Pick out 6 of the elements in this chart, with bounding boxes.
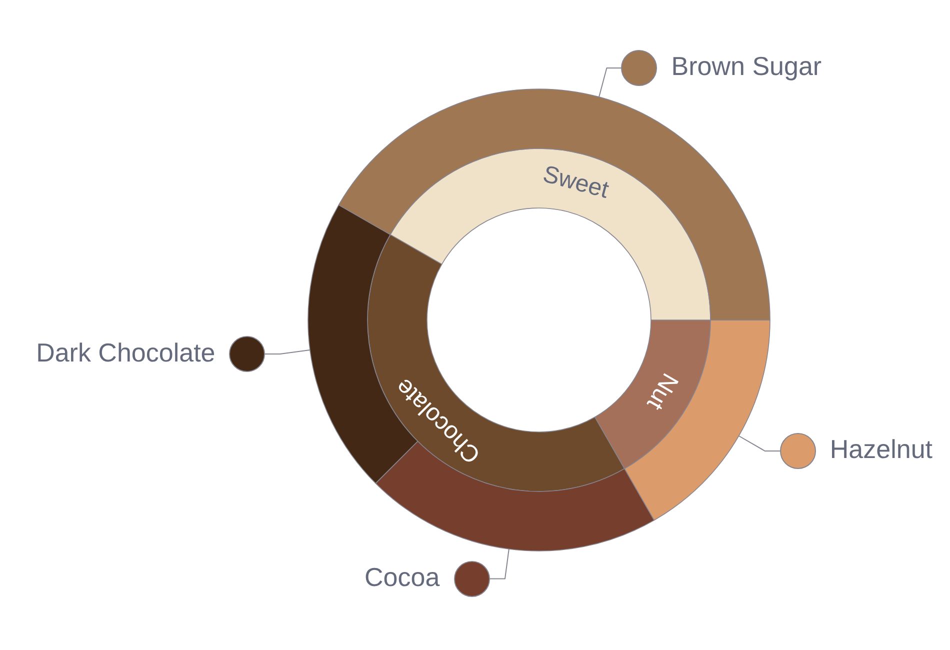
slice-label: Nut — [641, 368, 684, 415]
slice-label: Sweet — [540, 160, 612, 204]
slice-label: Dark Chocolate — [36, 338, 216, 368]
legend-label: Hazelnut — [830, 434, 934, 464]
slice-label: Cocoa — [364, 562, 440, 592]
legend-label: Brown Sugar — [671, 50, 822, 81]
